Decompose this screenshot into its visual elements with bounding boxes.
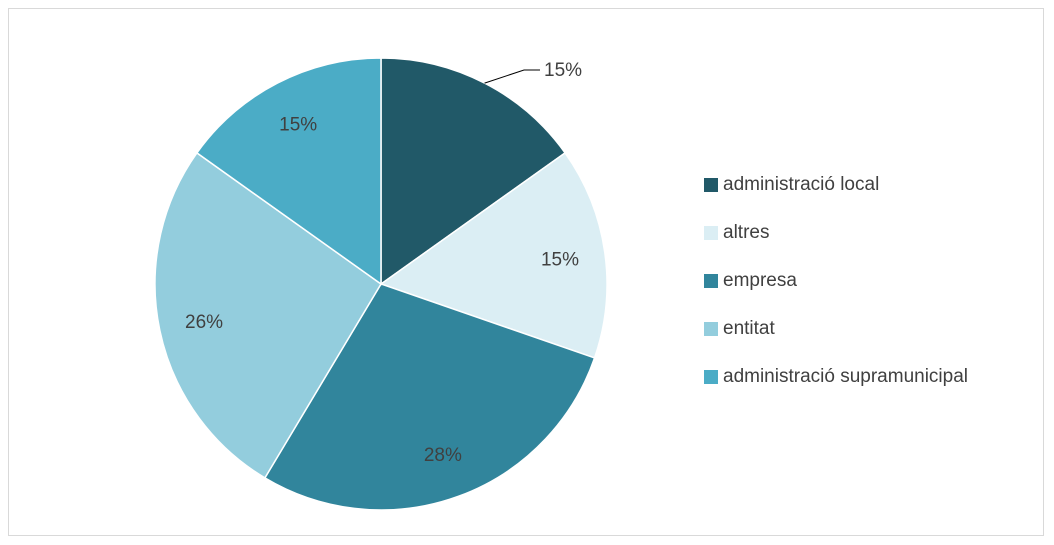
legend-label: altres — [723, 222, 770, 243]
legend-item-administracio-local: administració local — [704, 172, 968, 198]
data-label-entitat: 26% — [185, 312, 223, 333]
pie-slice-administracio-local — [380, 57, 567, 286]
chart-legend: administració local altres empresa entitat a… — [704, 172, 968, 412]
data-label-empresa: 28% — [424, 445, 462, 466]
legend-item-entitat: entitat — [704, 316, 968, 342]
pie-slice-administracio-supramunicipal — [195, 57, 382, 286]
legend-swatch — [704, 370, 718, 384]
data-label-administracio-local: 15% — [544, 60, 582, 81]
pie-slice-altres — [379, 151, 608, 359]
legend-label: entitat — [723, 318, 775, 339]
legend-item-administracio-supramunicipal: administració supramunicipal — [704, 364, 968, 390]
data-label-altres: 15% — [541, 249, 579, 270]
pie-slice-entitat — [154, 151, 382, 479]
legend-swatch — [704, 226, 718, 240]
legend-label: administració supramunicipal — [723, 366, 968, 387]
legend-swatch — [704, 178, 718, 192]
data-label-administracio-supramunicipal: 15% — [279, 114, 317, 135]
legend-item-altres: altres — [704, 220, 968, 246]
legend-swatch — [704, 274, 718, 288]
legend-swatch — [704, 322, 718, 336]
legend-item-empresa: empresa — [704, 268, 968, 294]
legend-label: empresa — [723, 270, 797, 291]
leader-line — [484, 69, 540, 84]
legend-label: administració local — [723, 174, 880, 195]
